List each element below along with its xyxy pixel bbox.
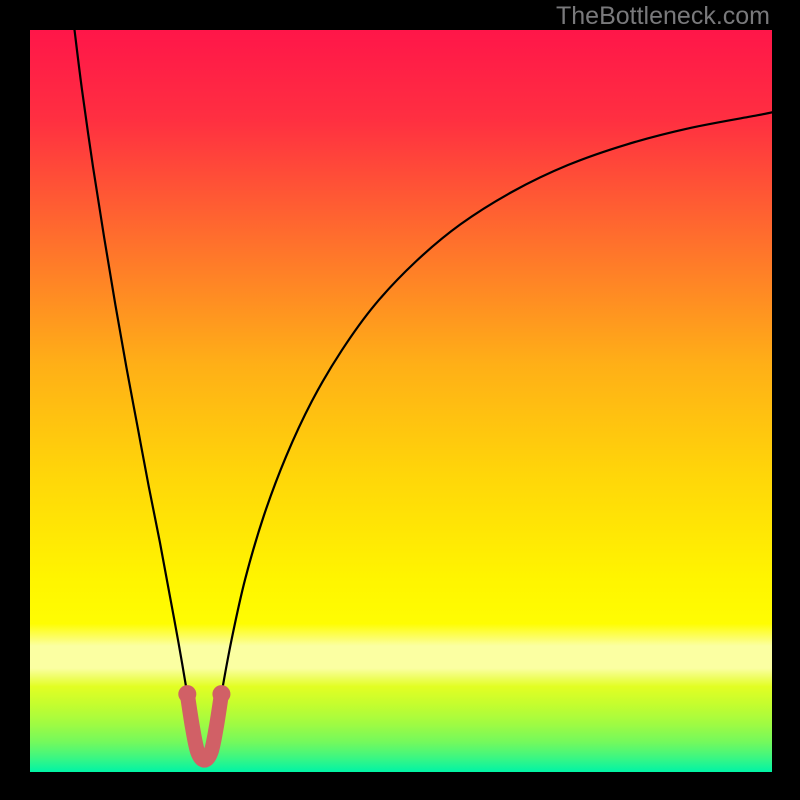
chart-frame: TheBottleneck.com [0,0,800,800]
chart-svg [30,30,772,772]
notch-dot-left [178,685,196,703]
gradient-background [30,30,772,772]
notch-dot-right [212,685,230,703]
chart-plot [30,30,772,772]
watermark-text: TheBottleneck.com [556,2,770,31]
